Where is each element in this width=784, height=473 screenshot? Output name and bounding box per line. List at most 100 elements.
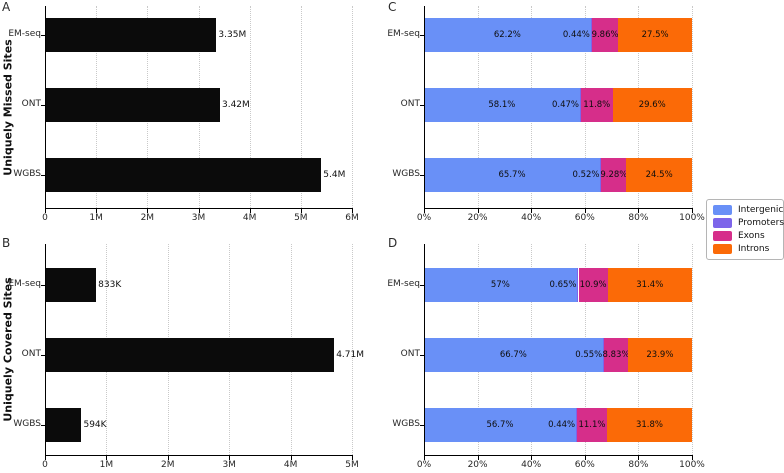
panel-letter-c: C bbox=[388, 0, 397, 14]
legend-label-exons: Exons bbox=[738, 230, 765, 241]
segment-label: 31.8% bbox=[635, 420, 663, 430]
bar-wgbs bbox=[45, 158, 322, 192]
category-label-ont: ONT bbox=[400, 99, 420, 109]
segment-label: 29.6% bbox=[638, 100, 666, 110]
x-tick-label: 3M bbox=[191, 213, 206, 223]
x-tick-label: 60% bbox=[574, 213, 595, 223]
bar-value-label: 833K bbox=[98, 279, 122, 290]
segment-exons bbox=[580, 88, 613, 122]
category-label-ont: ONT bbox=[21, 99, 41, 109]
x-tick bbox=[352, 456, 353, 460]
x-tick-label: 2M bbox=[161, 460, 175, 470]
x-tick bbox=[249, 209, 251, 213]
segment-label: 65.7% bbox=[498, 170, 526, 180]
segment-intergenic bbox=[424, 158, 601, 192]
y-axis-spine bbox=[424, 244, 425, 456]
x-tick bbox=[638, 456, 640, 460]
legend-row-exons: Exons bbox=[713, 231, 777, 241]
x-tick bbox=[424, 209, 425, 213]
x-axis-spine bbox=[45, 455, 353, 456]
category-label-ont: ONT bbox=[21, 349, 41, 359]
bar-value-label: 5.4M bbox=[323, 169, 346, 180]
x-tick bbox=[477, 456, 479, 460]
y-tick bbox=[41, 355, 45, 356]
panel-letter-a: A bbox=[2, 0, 11, 14]
segment-promoters bbox=[576, 268, 579, 302]
panel-letter-b: B bbox=[2, 236, 11, 250]
y-tick bbox=[420, 285, 424, 286]
segment-label: 27.5% bbox=[641, 30, 669, 40]
x-tick-label: 6M bbox=[345, 213, 359, 223]
gridline bbox=[352, 6, 353, 208]
x-tick bbox=[531, 209, 533, 213]
segment-label: 23.9% bbox=[646, 350, 674, 360]
legend-row-introns: Introns bbox=[713, 244, 777, 254]
x-tick bbox=[584, 209, 586, 213]
x-tick bbox=[290, 456, 292, 460]
category-label-ont: ONT bbox=[400, 349, 420, 359]
bar-ont bbox=[45, 88, 220, 122]
bar-value-label: 3.35M bbox=[218, 29, 247, 40]
bar-em-seq bbox=[45, 268, 97, 302]
x-tick-label: 0% bbox=[416, 460, 432, 470]
x-tick-label: 2M bbox=[140, 213, 155, 223]
segment-introns bbox=[607, 268, 692, 302]
x-tick-label: 4M bbox=[283, 460, 298, 470]
gridline bbox=[249, 6, 251, 208]
category-label-wgbs: WGBS bbox=[392, 419, 420, 429]
bar-wgbs bbox=[45, 408, 82, 442]
segment-exons bbox=[601, 158, 627, 192]
x-axis-spine bbox=[45, 208, 353, 209]
segment-promoters bbox=[602, 338, 605, 372]
segment-promoters bbox=[575, 408, 578, 442]
x-tick bbox=[300, 209, 302, 213]
segment-promoters bbox=[600, 158, 602, 192]
legend-swatch-exons bbox=[713, 231, 732, 241]
x-tick-label: 5M bbox=[294, 213, 308, 223]
segment-label: 9.28% bbox=[600, 170, 628, 180]
x-tick-label: 3M bbox=[222, 460, 236, 470]
segment-label: 56.7% bbox=[486, 420, 514, 430]
bar-value-label: 4.71M bbox=[336, 349, 364, 360]
segment-label: 58.1% bbox=[488, 100, 516, 110]
x-axis-spine bbox=[424, 455, 693, 456]
legend-label-promoters: Promoters bbox=[738, 217, 784, 228]
segment-exons bbox=[591, 18, 619, 52]
x-tick-label: 60% bbox=[574, 460, 595, 470]
x-tick bbox=[45, 209, 46, 213]
x-tick bbox=[229, 456, 231, 460]
legend-box: Intergenic Promoters Exons Introns bbox=[706, 199, 784, 260]
segment-intergenic bbox=[424, 18, 591, 52]
y-tick bbox=[420, 35, 424, 36]
segment-label: 31.4% bbox=[636, 280, 664, 290]
legend-swatch-promoters bbox=[713, 218, 732, 228]
x-tick bbox=[531, 456, 533, 460]
segment-introns bbox=[612, 88, 692, 122]
segment-intergenic bbox=[424, 88, 580, 122]
category-label-wgbs: WGBS bbox=[13, 419, 41, 429]
x-tick bbox=[638, 209, 640, 213]
gridline bbox=[352, 244, 353, 455]
x-tick bbox=[584, 456, 586, 460]
y-axis-spine bbox=[45, 6, 46, 209]
x-tick-label: 0% bbox=[416, 213, 432, 223]
segment-exons bbox=[604, 338, 628, 372]
legend-swatch-introns bbox=[713, 244, 732, 254]
legend-row-promoters: Promoters bbox=[713, 218, 784, 228]
x-tick bbox=[147, 209, 149, 213]
segment-label: 57% bbox=[490, 280, 510, 290]
x-tick-label: 20% bbox=[467, 213, 488, 223]
x-tick-label: 40% bbox=[521, 213, 542, 223]
x-tick bbox=[477, 209, 479, 213]
x-tick-label: 0 bbox=[42, 213, 48, 223]
x-tick bbox=[167, 456, 169, 460]
panel-letter-d: D bbox=[388, 236, 398, 250]
legend-label-intergenic: Intergenic bbox=[738, 204, 784, 215]
x-tick-label: 100% bbox=[679, 213, 705, 223]
y-axis-spine bbox=[424, 6, 425, 209]
gridline bbox=[300, 6, 302, 208]
segment-label: 9.86% bbox=[591, 30, 619, 40]
x-tick bbox=[424, 456, 425, 460]
x-tick-label: 40% bbox=[521, 460, 542, 470]
